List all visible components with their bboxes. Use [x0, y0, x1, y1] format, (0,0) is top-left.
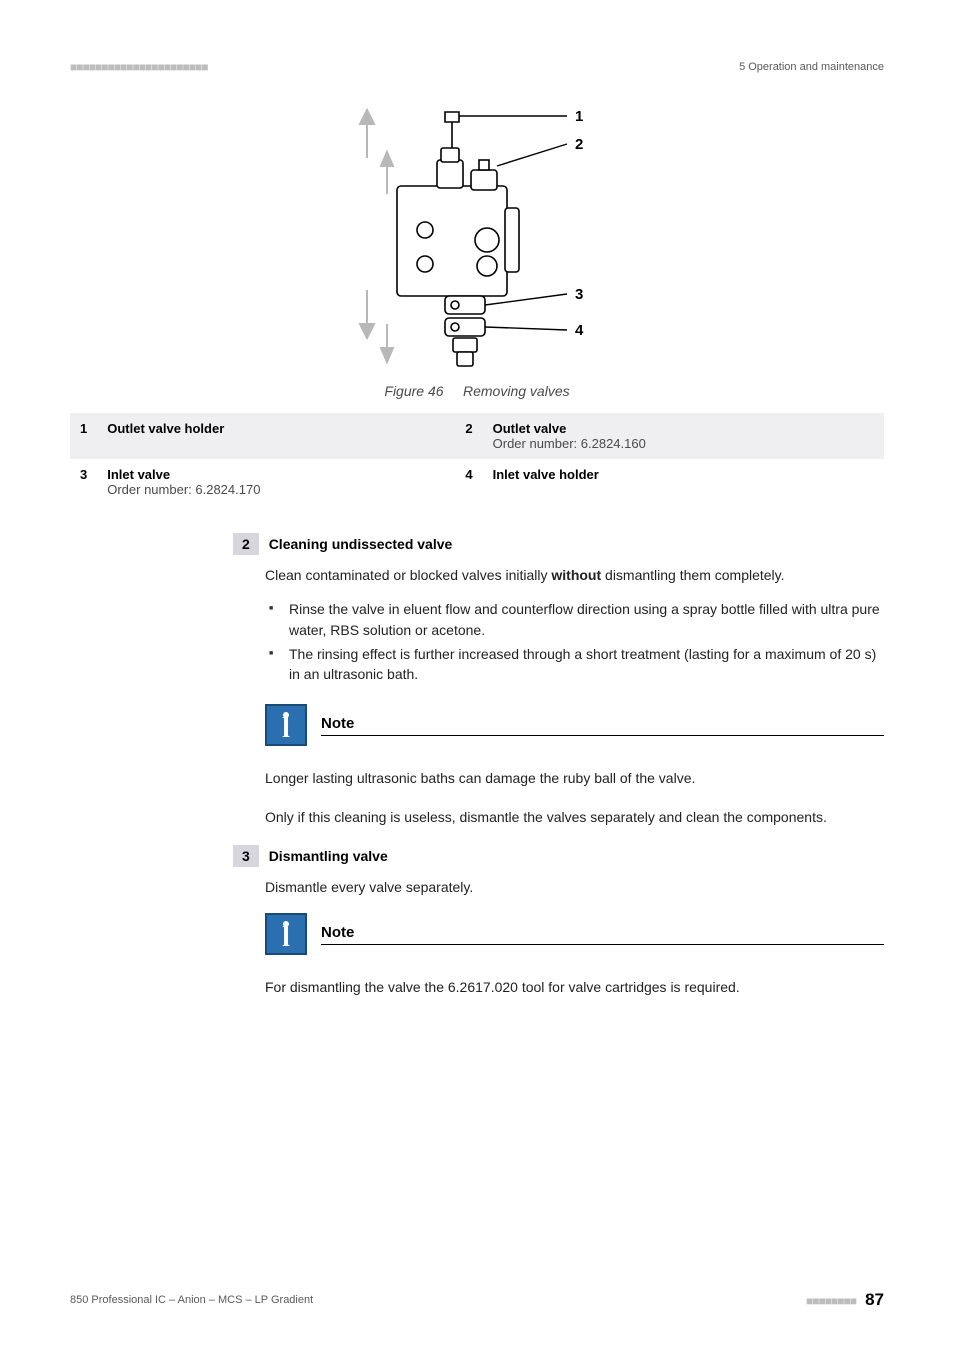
note-title: Note	[321, 715, 884, 736]
note-title-wrap: Note	[321, 924, 884, 945]
figure-caption-text: Removing valves	[463, 383, 570, 399]
legend-1-num: 1	[70, 413, 97, 459]
bullet-item: Rinse the valve in eluent flow and count…	[265, 599, 884, 640]
note-body: Longer lasting ultrasonic baths can dama…	[265, 768, 884, 788]
header-dashes-left: ■■■■■■■■■■■■■■■■■■■■■■	[70, 60, 207, 74]
note-title: Note	[321, 924, 884, 945]
legend-2-cell: Outlet valve Order number: 6.2824.160	[483, 413, 884, 459]
info-icon-dot	[283, 712, 289, 718]
legend-4-cell: Inlet valve holder	[483, 459, 884, 505]
legend-row-1: 1 Outlet valve holder 2 Outlet valve Ord…	[70, 413, 884, 459]
info-icon-dot	[283, 921, 289, 927]
figure-block: 1 2 3 4 Figure 46 Removing valves	[70, 104, 884, 399]
legend-table: 1 Outlet valve holder 2 Outlet valve Ord…	[70, 413, 884, 505]
step-2-header: 2 Cleaning undissected valve	[233, 533, 884, 555]
page: ■■■■■■■■■■■■■■■■■■■■■■ 5 Operation and m…	[0, 0, 954, 1350]
footer-dashes: ■■■■■■■■	[806, 1294, 856, 1308]
figure-caption: Figure 46 Removing valves	[70, 383, 884, 399]
header-section-label: 5 Operation and maintenance	[739, 61, 884, 73]
legend-3-title: Inlet valve	[107, 467, 445, 482]
valve-diagram: 1 2 3 4	[327, 104, 627, 374]
page-footer: 850 Professional IC – Anion – MCS – LP G…	[70, 1290, 884, 1310]
note-header: l Note	[265, 913, 884, 955]
info-icon: l	[265, 704, 307, 746]
info-icon-glyph: l	[282, 924, 290, 952]
step-3-note: l Note For dismantling the valve the 6.2…	[265, 913, 884, 997]
step-2-title: Cleaning undissected valve	[269, 536, 453, 552]
note-title-wrap: Note	[321, 715, 884, 736]
step-2-after-note: Only if this cleaning is useless, disman…	[265, 807, 884, 827]
step-3-wrap: 3 Dismantling valve Dismantle every valv…	[265, 845, 884, 998]
page-header: ■■■■■■■■■■■■■■■■■■■■■■ 5 Operation and m…	[70, 60, 884, 74]
legend-3-cell: Inlet valve Order number: 6.2824.170	[97, 459, 455, 505]
step-3-num: 3	[233, 845, 259, 867]
note-body: For dismantling the valve the 6.2617.020…	[265, 977, 884, 997]
step-3-title: Dismantling valve	[269, 848, 388, 864]
step-2-intro-post: dismantling them completely.	[601, 567, 784, 583]
legend-2-num: 2	[455, 413, 482, 459]
footer-page-number: 87	[865, 1290, 884, 1309]
legend-4-num: 4	[455, 459, 482, 505]
callout-4: 4	[575, 322, 584, 339]
legend-3-num: 3	[70, 459, 97, 505]
callout-2: 2	[575, 136, 583, 153]
callout-1: 1	[575, 108, 583, 125]
legend-3-sub: Order number: 6.2824.170	[107, 482, 260, 497]
legend-row-2: 3 Inlet valve Order number: 6.2824.170 4…	[70, 459, 884, 505]
step-2-intro-bold: without	[551, 567, 601, 583]
figure-caption-prefix: Figure 46	[384, 383, 443, 399]
step-3-intro: Dismantle every valve separately.	[265, 877, 884, 897]
info-icon: l	[265, 913, 307, 955]
step-2-intro-pre: Clean contaminated or blocked valves ini…	[265, 567, 551, 583]
step-2-wrap: 2 Cleaning undissected valve Clean conta…	[265, 533, 884, 827]
legend-1-cell: Outlet valve holder	[97, 413, 455, 459]
step-2: 2 Cleaning undissected valve Clean conta…	[70, 533, 884, 827]
step-3: 3 Dismantling valve Dismantle every valv…	[70, 845, 884, 998]
footer-right: ■■■■■■■■ 87	[806, 1290, 884, 1310]
figure-svg-wrap: 1 2 3 4	[327, 104, 627, 377]
legend-2-title: Outlet valve	[493, 421, 874, 436]
step-2-intro: Clean contaminated or blocked valves ini…	[265, 565, 884, 585]
step-2-bullets: Rinse the valve in eluent flow and count…	[265, 599, 884, 684]
step-2-note: l Note Longer lasting ultrasonic baths c…	[265, 704, 884, 788]
legend-4-title: Inlet valve holder	[493, 467, 874, 482]
legend-1-title: Outlet valve holder	[107, 421, 445, 436]
step-3-header: 3 Dismantling valve	[233, 845, 884, 867]
step-2-num: 2	[233, 533, 259, 555]
note-header: l Note	[265, 704, 884, 746]
bullet-item: The rinsing effect is further increased …	[265, 644, 884, 685]
info-icon-glyph: l	[282, 715, 290, 743]
callout-3: 3	[575, 286, 583, 303]
legend-2-sub: Order number: 6.2824.160	[493, 436, 646, 451]
footer-doc-title: 850 Professional IC – Anion – MCS – LP G…	[70, 1294, 313, 1306]
